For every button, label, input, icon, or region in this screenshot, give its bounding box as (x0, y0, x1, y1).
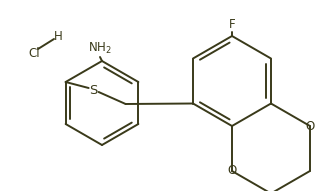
Text: O: O (305, 120, 315, 133)
Text: O: O (227, 164, 236, 177)
Text: H: H (54, 29, 62, 43)
Text: NH$_2$: NH$_2$ (88, 41, 112, 56)
Text: F: F (229, 18, 235, 31)
Text: S: S (90, 83, 98, 96)
Text: Cl: Cl (28, 46, 40, 60)
